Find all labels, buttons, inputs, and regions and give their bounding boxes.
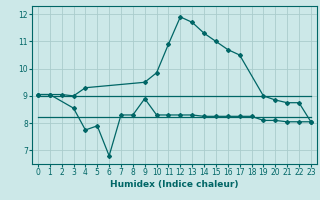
X-axis label: Humidex (Indice chaleur): Humidex (Indice chaleur): [110, 180, 239, 189]
